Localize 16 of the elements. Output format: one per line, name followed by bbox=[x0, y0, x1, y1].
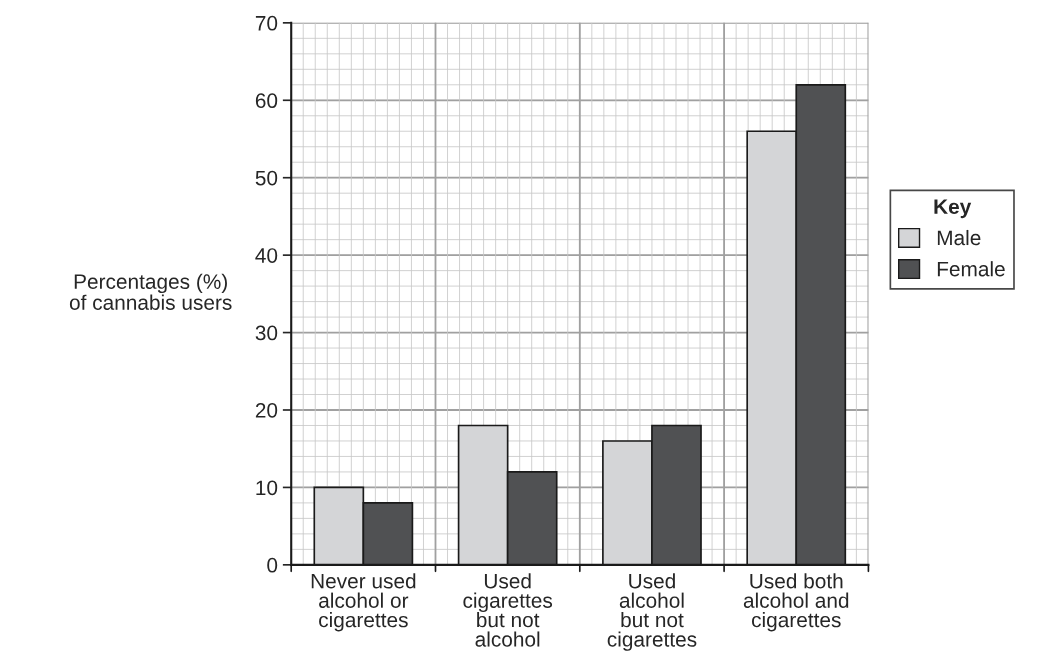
y-tick-label: 50 bbox=[255, 170, 278, 186]
y-tick-label: 10 bbox=[256, 480, 278, 496]
x-tick-label: Used cigarettes but not alcohol bbox=[463, 573, 553, 647]
y-tick-label: 60 bbox=[255, 93, 278, 109]
legend-label: Female bbox=[937, 261, 1005, 277]
x-tick-label: Used both alcohol and cigarettes bbox=[743, 573, 849, 632]
y-tick-label: 30 bbox=[255, 325, 278, 341]
y-tick-label: 20 bbox=[255, 402, 278, 418]
y-tick-label: 0 bbox=[267, 557, 278, 573]
legend-title: Key bbox=[934, 199, 972, 219]
x-tick-label: Never used alcohol or cigarettes bbox=[311, 573, 416, 632]
x-tick-label: Used alcohol but not cigarettes bbox=[607, 573, 697, 651]
y-tick-label: 70 bbox=[255, 15, 278, 31]
y-tick-label: 40 bbox=[255, 248, 278, 263]
y-axis-title: Percentages (%) of cannabis users bbox=[69, 273, 232, 310]
legend-label: Male bbox=[937, 229, 981, 246]
